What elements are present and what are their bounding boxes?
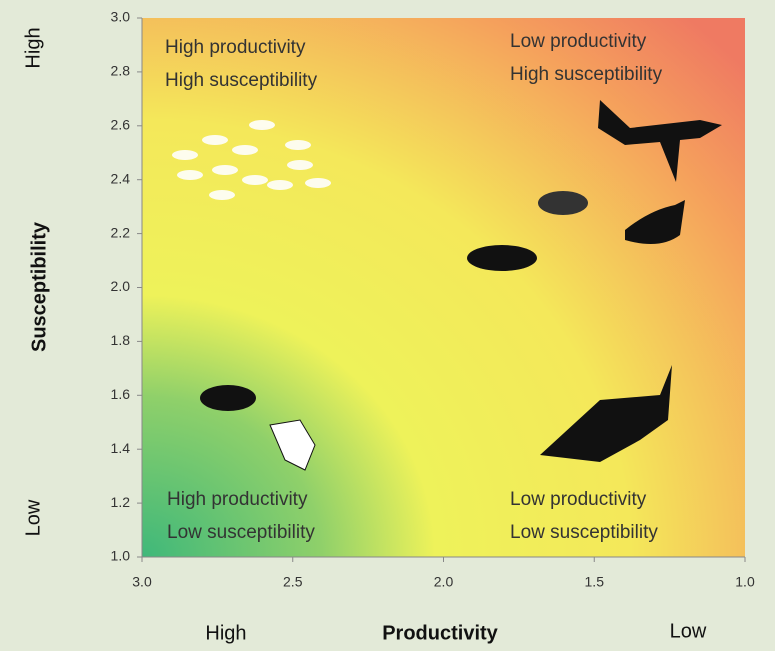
quadrant-label: Low susceptibility: [167, 522, 315, 543]
x-tick-label: 2.0: [434, 574, 454, 590]
y-end-label: High: [22, 27, 44, 68]
y-tick-label: 1.2: [111, 494, 131, 510]
x-tick-label: 2.5: [283, 574, 303, 590]
y-tick-label: 2.6: [111, 117, 131, 133]
y-axis-title: Susceptibility: [28, 221, 50, 352]
x-tick-label: 1.5: [585, 574, 605, 590]
quadrant-label: Low productivity: [510, 31, 647, 52]
chart: Productivity Susceptibility High Low Hig…: [0, 0, 775, 651]
y-tick-label: 2.0: [111, 278, 131, 294]
x-end-label: High: [205, 622, 246, 644]
quadrant-label: High susceptibility: [165, 70, 318, 91]
y-tick-label: 1.6: [111, 386, 131, 402]
quadrant-label: High susceptibility: [510, 64, 663, 85]
y-tick-label: 1.0: [111, 548, 131, 564]
x-end-label: Low: [670, 620, 707, 642]
y-end-label: Low: [22, 499, 44, 536]
x-tick-label: 3.0: [132, 574, 152, 590]
quadrant-label: Low productivity: [510, 489, 647, 510]
x-axis-title: Productivity: [382, 622, 498, 644]
y-tick-label: 3.0: [111, 9, 131, 25]
quadrant-label: High productivity: [167, 489, 308, 510]
quadrant-label: High productivity: [165, 37, 306, 58]
y-tick-label: 1.4: [111, 440, 131, 456]
y-tick-label: 2.2: [111, 224, 131, 240]
y-tick-label: 1.8: [111, 332, 131, 348]
quadrant-label: Low susceptibility: [510, 522, 658, 543]
y-tick-label: 2.8: [111, 63, 131, 79]
plot-background: [142, 18, 745, 557]
x-tick-label: 1.0: [735, 574, 755, 590]
y-tick-label: 2.4: [111, 170, 131, 186]
